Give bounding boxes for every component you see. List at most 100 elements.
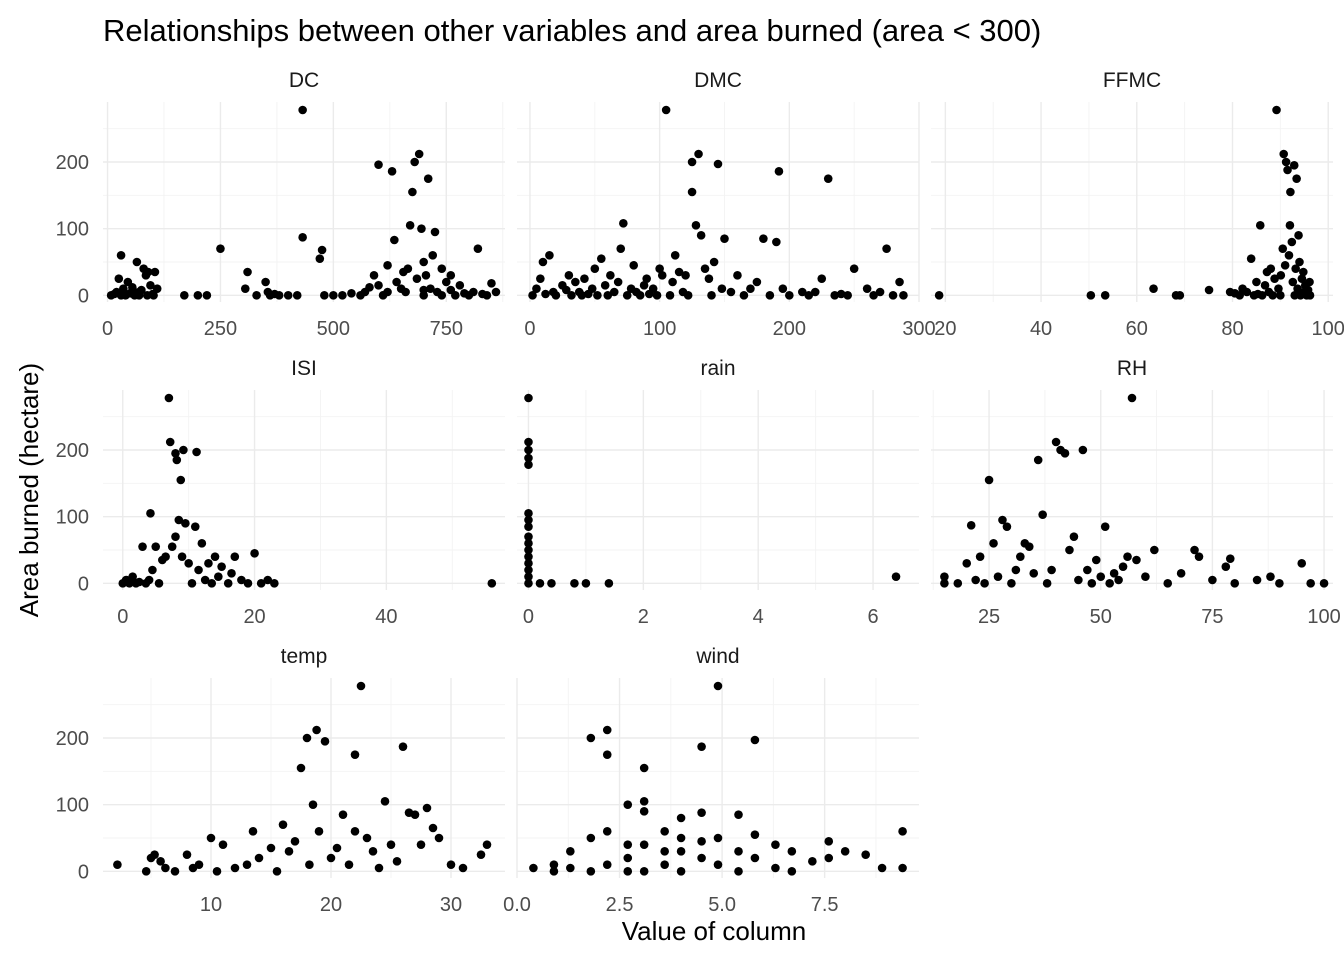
data-point-dc (180, 291, 189, 300)
data-point-dmc (882, 244, 891, 253)
data-point-rh (940, 572, 949, 581)
x-tick-label-dmc: 0 (524, 318, 535, 340)
data-point-isi (230, 552, 240, 561)
x-tick-label-wind: 5.0 (708, 894, 736, 916)
data-point-dmc (590, 264, 600, 273)
x-tick-label-ffmc: 20 (934, 318, 956, 340)
data-point-dc (252, 291, 261, 300)
data-point-rh (989, 539, 998, 548)
data-point-dmc (772, 237, 781, 247)
data-point-wind (586, 867, 596, 876)
data-point-wind (566, 847, 575, 856)
data-point-dc (274, 291, 284, 300)
data-point-temp (326, 853, 336, 863)
data-point-wind (898, 863, 907, 873)
data-point-rh (1033, 455, 1043, 465)
data-point-rain (524, 579, 533, 588)
data-point-wind (623, 800, 633, 809)
data-point-wind (787, 847, 797, 856)
facet-label-wind: wind (695, 645, 739, 668)
facet-label-dc: DC (289, 69, 319, 92)
data-point-ffmc (1287, 237, 1297, 247)
data-point-dmc (661, 105, 671, 115)
data-point-rh (998, 515, 1007, 525)
data-point-isi (138, 542, 147, 551)
data-point-dmc (752, 277, 762, 287)
x-tick-label-dmc: 200 (773, 318, 806, 340)
data-point-ffmc (1268, 291, 1277, 300)
data-point-temp (446, 860, 456, 869)
data-point-dmc (564, 271, 574, 280)
data-point-temp (416, 840, 426, 849)
data-point-dmc (707, 291, 716, 300)
data-point-dc (292, 291, 302, 300)
data-point-dmc (823, 174, 833, 183)
data-point-dc (390, 235, 399, 245)
data-point-dc (426, 284, 435, 293)
x-tick-label-rain: 4 (753, 606, 764, 628)
x-tick-label-dc: 750 (430, 318, 463, 340)
data-point-dmc (765, 291, 775, 300)
data-point-dc (414, 149, 424, 159)
data-point-temp (278, 820, 288, 829)
facet-rain: rain 0 2 4 6 (517, 357, 919, 628)
data-point-dc (116, 291, 126, 300)
data-point-rh (1109, 569, 1119, 578)
data-point-dmc (700, 264, 710, 273)
data-point-rain (524, 522, 533, 531)
data-point-rh (1127, 393, 1137, 403)
data-point-isi (197, 539, 207, 548)
data-point-wind (639, 867, 649, 876)
data-point-dmc (694, 149, 703, 159)
data-point-ffmc (1279, 149, 1289, 159)
data-point-rain (524, 460, 533, 469)
data-point-dc (437, 264, 447, 273)
data-point-isi (146, 509, 155, 518)
data-point-dc (430, 227, 440, 237)
data-point-dmc (778, 284, 788, 293)
data-point-ffmc (1291, 264, 1300, 273)
y-axis-title: Area burned (hectare) (14, 363, 44, 617)
data-point-dmc (810, 287, 820, 297)
data-point-rh (1118, 562, 1128, 571)
data-point-rh (980, 579, 989, 588)
data-point-rain (524, 559, 533, 568)
data-point-temp (338, 810, 348, 819)
x-tick-label-dmc: 100 (643, 318, 676, 340)
data-point-dmc (899, 291, 908, 300)
data-point-temp (356, 681, 366, 691)
data-point-wind (529, 863, 538, 873)
data-point-dc (421, 271, 431, 280)
x-tick-label-dc: 0 (102, 318, 113, 340)
data-point-dmc (639, 281, 649, 290)
x-tick-label-rain: 2 (638, 606, 649, 628)
data-point-rh (1047, 565, 1056, 575)
data-point-wind (676, 813, 686, 823)
data-point-dmc (849, 264, 859, 273)
data-point-wind (734, 810, 743, 819)
data-point-rh (975, 552, 985, 561)
data-point-rain (524, 552, 533, 561)
data-point-temp (482, 840, 492, 849)
data-point-dmc (797, 287, 807, 297)
data-point-rain (570, 579, 579, 588)
data-point-isi (144, 575, 154, 585)
data-point-dc (150, 267, 160, 277)
data-point-temp (161, 863, 170, 873)
data-point-rh (1024, 542, 1034, 551)
data-point-dmc (713, 159, 723, 169)
data-point-temp (194, 860, 204, 869)
data-point-dmc (759, 234, 768, 243)
data-point-temp (332, 843, 342, 853)
data-point-rh (993, 572, 1003, 581)
data-point-dc (412, 274, 422, 283)
data-point-wind (697, 853, 706, 863)
data-point-ffmc (1284, 251, 1294, 260)
data-point-ffmc (1295, 257, 1304, 267)
data-point-temp (150, 850, 159, 859)
data-point-ffmc (1242, 287, 1252, 297)
data-point-wind (602, 827, 612, 836)
data-point-dc (119, 284, 128, 293)
data-point-rh (1114, 575, 1123, 585)
data-point-dc (114, 274, 124, 283)
